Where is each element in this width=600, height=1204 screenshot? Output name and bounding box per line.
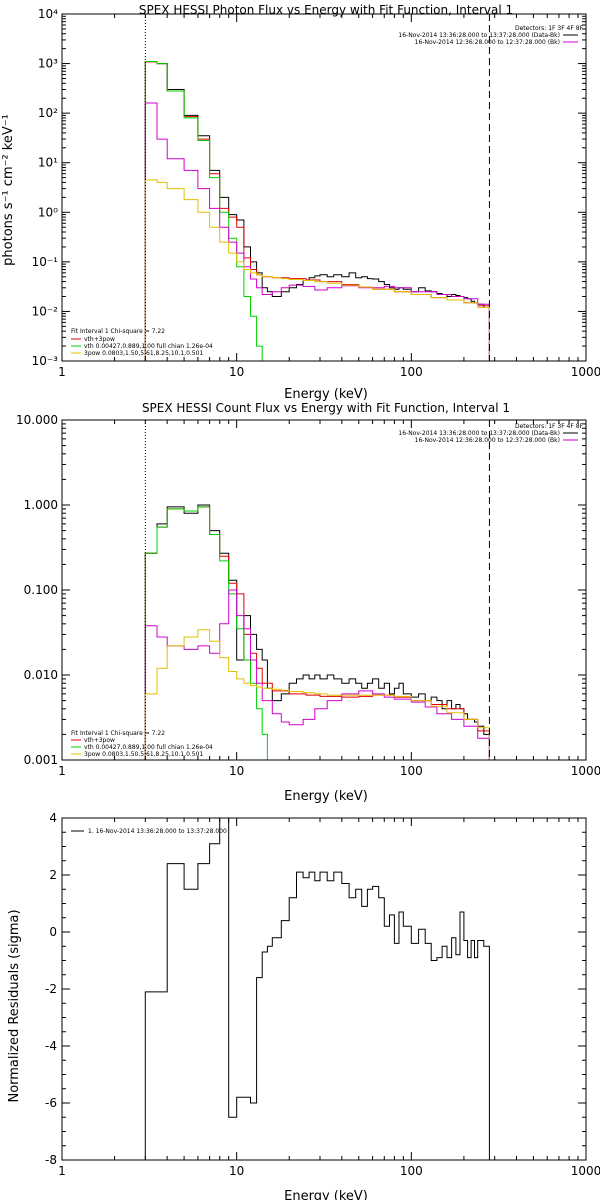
x-tick-label: 1000 (571, 365, 600, 379)
y-tick-label: 10⁰ (38, 205, 58, 219)
x-tick-label: 10 (229, 365, 244, 379)
legend-3pow: 3pow 0.0803,1.50,5.61,8.25,10.1,0.501 (84, 751, 203, 758)
legend-fit-interval: Fit Interval 1 Chi-square = 7.22 (71, 328, 165, 335)
y-tick-label: 10.000 (16, 413, 58, 427)
count-flux-panel: SPEX HESSI Count Flux vs Energy with Fit… (16, 401, 600, 804)
legend-detectors: Detectors: 1F 3F 4F 8F (515, 423, 584, 430)
y-tick-label: 10⁴ (38, 7, 58, 21)
x-tick-label: 1 (58, 764, 66, 778)
plot-frame (61, 13, 587, 362)
legend-vth-3pow: vth+3pow (84, 737, 115, 744)
x-tick-label: 100 (400, 764, 423, 778)
y-tick-label: 2 (49, 868, 57, 882)
legend-3pow: 3pow 0.0803,1.50,5.61,8.25,10.1,0.501 (84, 350, 203, 357)
series-line-vth (144, 506, 282, 760)
y-tick-label: 0.010 (24, 668, 58, 682)
x-axis-label: Energy (keV) (284, 1189, 368, 1200)
x-tick-label: 1 (58, 1164, 66, 1178)
series-line-data-bk (144, 504, 490, 760)
photon-flux-panel: SPEX HESSI Photon Flux vs Energy with Fi… (1, 3, 600, 402)
legend-bk: 16-Nov-2014 12:36:28.000 to 12:37:28.000… (415, 437, 560, 444)
series-line-bk (144, 629, 490, 760)
y-tick-label: 0.001 (24, 753, 58, 767)
series-line-3pow (144, 102, 490, 361)
x-tick-label: 10 (229, 1164, 244, 1178)
residuals-panel: Energy (keV) Normalized Residuals (sigma… (7, 811, 600, 1204)
x-tick-label: 1000 (571, 764, 600, 778)
y-tick-label: 10² (38, 106, 58, 120)
y-tick-label: 0.100 (24, 583, 58, 597)
y-tick-label: -8 (45, 1153, 57, 1167)
y-tick-label: -6 (45, 1096, 57, 1110)
series-line-data-bk (144, 61, 490, 361)
y-tick-label: 10³ (38, 57, 58, 71)
x-axis-label: Energy (keV) (284, 387, 368, 402)
y-tick-label: -2 (45, 982, 57, 996)
x-tick-label: 1000 (571, 1164, 600, 1178)
legend-fit-interval: Fit Interval 1 Chi-square = 7.22 (71, 730, 165, 737)
legend-vth: vth 0.00427,0.889,1.00 full chian 1.26e-… (84, 744, 213, 751)
series-line-1-16-nov-2014-13-36-28-000-to-13-37-28-000 (144, 818, 490, 1160)
x-axis-label: Energy (keV) (284, 789, 368, 804)
x-tick-label: 100 (400, 365, 423, 379)
y-axis-label: Normalized Residuals (sigma) (7, 909, 22, 1102)
legend-vth: vth 0.00427,0.889,1.00 full chian 1.26e-… (84, 343, 213, 350)
x-tick-label: 10 (229, 764, 244, 778)
series-line-bk (144, 179, 490, 361)
y-tick-label: 10⁻³ (32, 354, 59, 368)
chart-title: SPEX HESSI Photon Flux vs Energy with Fi… (139, 3, 513, 17)
x-tick-label: 1 (58, 365, 66, 379)
legend-bk: 16-Nov-2014 12:36:28.000 to 12:37:28.000… (415, 39, 560, 46)
y-tick-label: 0 (49, 925, 57, 939)
y-tick-label: 10¹ (38, 156, 58, 170)
y-tick-label: 10⁻² (32, 304, 59, 318)
y-tick-label: -4 (45, 1039, 57, 1053)
legend-residual-interval: 1. 16-Nov-2014 13:36:28.000 to 13:37:28.… (88, 828, 227, 835)
y-tick-label: 1.000 (24, 498, 58, 512)
y-tick-label: 10⁻¹ (32, 255, 59, 269)
y-axis-label: photons s⁻¹ cm⁻² keV⁻¹ (1, 114, 16, 266)
legend-data-bk: 16-Nov-2014 13:36:28.000 to 13:37:28.000… (398, 430, 560, 437)
x-tick-label: 100 (400, 1164, 423, 1178)
series-line-3pow (144, 589, 490, 760)
chart-title: SPEX HESSI Count Flux vs Energy with Fit… (142, 401, 510, 415)
y-tick-label: 4 (49, 811, 57, 825)
legend-detectors: Detectors: 1F 3F 4F 8F (515, 25, 584, 32)
legend-vth-3pow: vth+3pow (84, 336, 115, 343)
legend-data-bk: 16-Nov-2014 13:36:28.000 to 13:37:28.000… (398, 32, 560, 39)
